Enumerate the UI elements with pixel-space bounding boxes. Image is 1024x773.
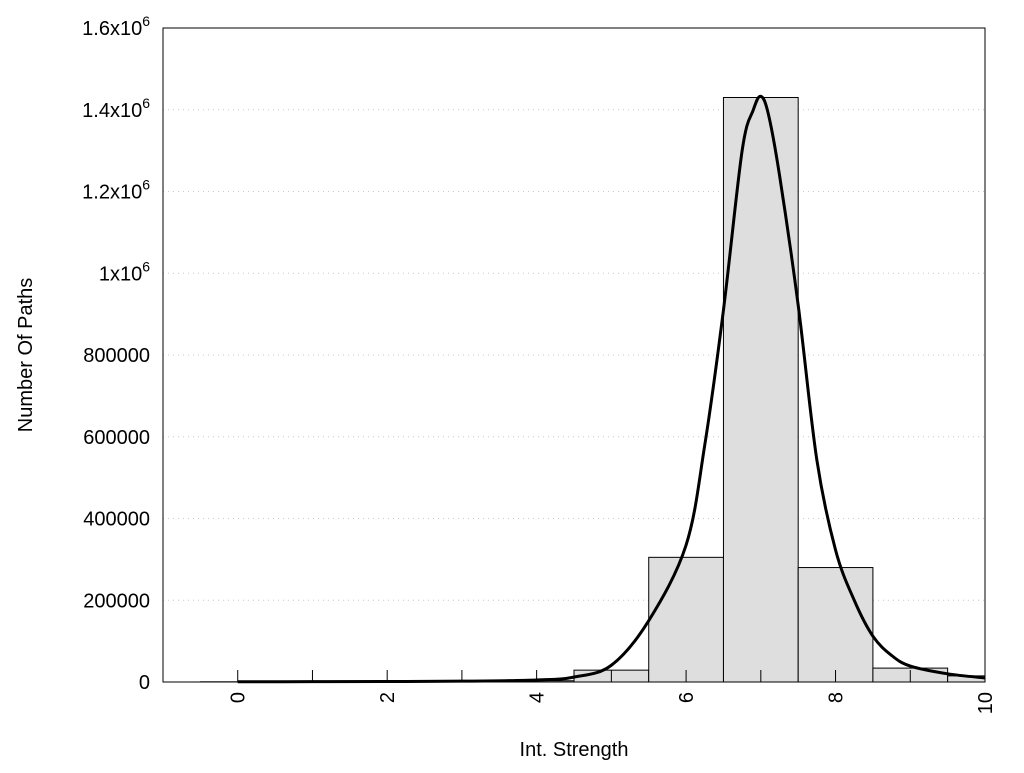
y-tick-labels: 02000004000006000008000001x1061.2x1061.4… xyxy=(82,13,150,694)
y-tick-exponent: 6 xyxy=(142,95,150,111)
y-tick-label: 600000 xyxy=(83,427,150,449)
x-tick-labels: 0 2 4 6 8 10 xyxy=(228,692,997,714)
histogram-bar xyxy=(798,568,873,682)
y-tick-base: 1x10 xyxy=(99,263,142,285)
x-axis-label: Int. Strength xyxy=(520,739,629,761)
y-tick-label: 400000 xyxy=(83,509,150,531)
bars xyxy=(200,97,985,682)
histogram-bar xyxy=(723,97,798,682)
y-tick-base: 1.4x10 xyxy=(82,100,142,122)
y-tick-base: 1.6x10 xyxy=(82,18,142,40)
grid-lines xyxy=(163,110,985,601)
y-tick-label: 1.4x106 xyxy=(82,95,150,122)
x-tick-label: 8 xyxy=(826,692,848,703)
x-tick-label: 10 xyxy=(975,692,997,714)
histogram-bar xyxy=(649,557,724,682)
x-tick-label: 6 xyxy=(676,692,698,703)
y-tick-exponent: 6 xyxy=(142,258,150,274)
y-tick-label: 0 xyxy=(139,672,150,694)
y-axis-label: Number Of Paths xyxy=(15,278,37,433)
y-tick-exponent: 6 xyxy=(142,13,150,29)
y-tick-label: 1x106 xyxy=(99,258,150,285)
y-tick-label: 1.6x106 xyxy=(82,13,150,40)
y-tick-exponent: 6 xyxy=(142,177,150,193)
x-tick-label: 0 xyxy=(228,692,250,703)
x-tick-label: 2 xyxy=(377,692,399,703)
x-tick-label: 4 xyxy=(527,692,549,703)
y-tick-label: 1.2x106 xyxy=(82,177,150,204)
y-tick-base: 1.2x10 xyxy=(82,182,142,204)
y-tick-label: 800000 xyxy=(83,345,150,367)
y-tick-label: 200000 xyxy=(83,590,150,612)
